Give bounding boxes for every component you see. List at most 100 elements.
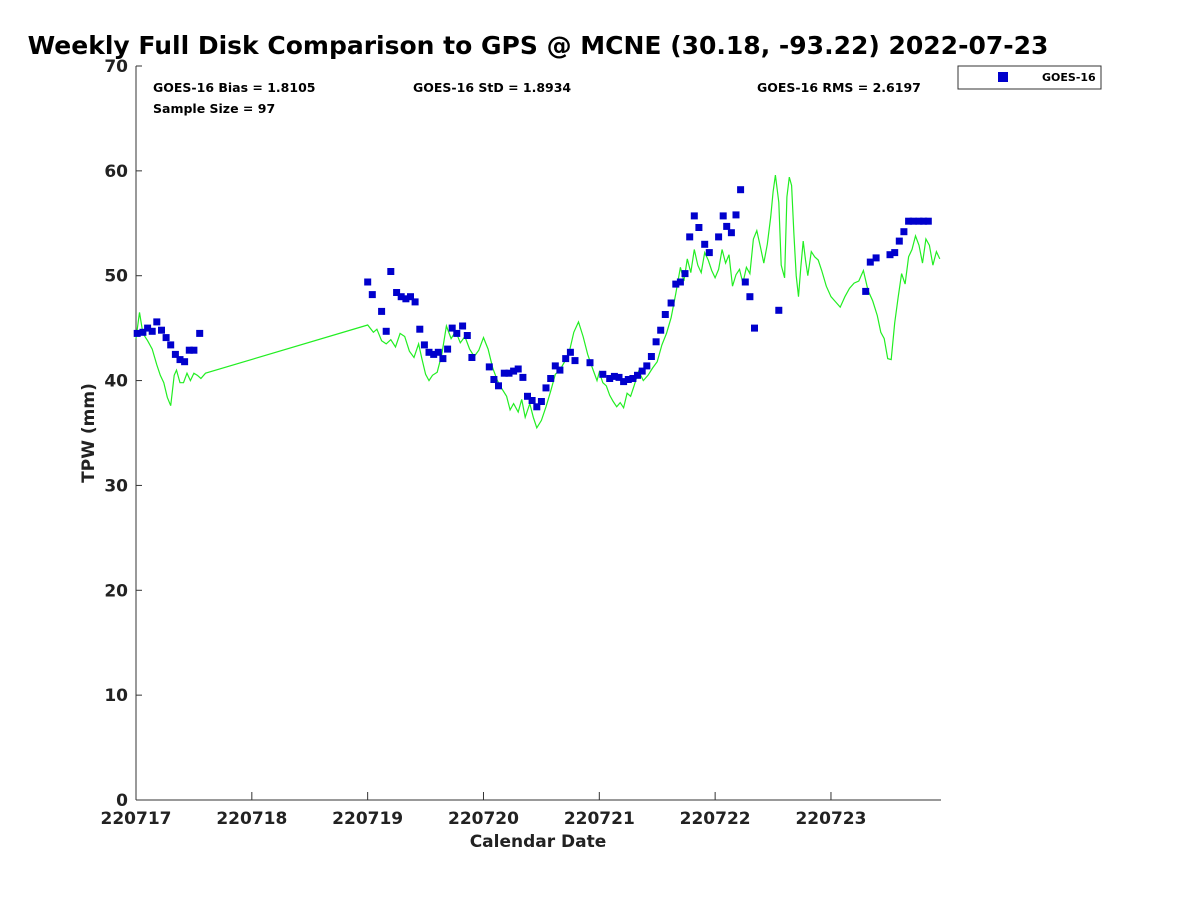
- goes16-point: [537, 398, 545, 405]
- x-tick-label: 220723: [795, 809, 866, 829]
- goes16-point: [368, 291, 376, 299]
- y-tick-label: 30: [104, 476, 128, 496]
- goes16-point: [741, 278, 749, 286]
- goes16-point: [196, 329, 204, 337]
- goes16-point: [171, 350, 179, 358]
- goes16-point: [453, 329, 461, 337]
- chart-title: Weekly Full Disk Comparison to GPS @ MCN…: [28, 31, 1049, 60]
- goes16-point: [695, 224, 703, 231]
- plot-area: [135, 66, 941, 801]
- goes16-point: [485, 363, 493, 371]
- goes16-point: [775, 306, 783, 314]
- legend: GOES-16: [957, 65, 1102, 90]
- goes16-point: [615, 373, 623, 381]
- goes16-point: [167, 341, 175, 349]
- goes16-point: [701, 240, 709, 248]
- goes16-point: [416, 325, 424, 333]
- goes16-point: [407, 293, 414, 301]
- goes16-series: [133, 186, 932, 411]
- goes16-point: [872, 254, 880, 262]
- goes16-point: [562, 355, 570, 363]
- y-tick-label: 50: [104, 267, 128, 287]
- y-tick-label: 70: [104, 57, 128, 77]
- goes16-point: [862, 287, 870, 295]
- goes16-point: [176, 356, 184, 364]
- goes16-point: [624, 376, 632, 383]
- stat-bias: GOES-16 Bias = 1.8105: [153, 80, 315, 95]
- goes16-point: [495, 382, 502, 390]
- goes16-point: [425, 348, 433, 356]
- goes16-point: [556, 366, 564, 374]
- goes16-point: [727, 229, 735, 237]
- goes16-point: [378, 307, 386, 315]
- goes16-point: [643, 362, 651, 370]
- goes16-point: [751, 324, 758, 332]
- y-tick-label: 20: [104, 581, 128, 601]
- goes16-point: [657, 326, 665, 334]
- goes16-point: [886, 251, 894, 259]
- goes16-point: [737, 186, 745, 194]
- goes16-point: [705, 249, 713, 257]
- goes16-point: [364, 278, 372, 286]
- goes16-point: [468, 354, 476, 361]
- goes16-point: [397, 293, 405, 301]
- goes16-point: [866, 258, 874, 266]
- goes16-point: [566, 348, 574, 356]
- gps-series: [135, 175, 941, 430]
- goes16-point: [448, 324, 456, 332]
- goes16-point: [387, 268, 395, 275]
- goes16-point: [610, 372, 618, 380]
- y-ticks: 0 10 20 30 40 50 60 70: [104, 57, 142, 811]
- goes16-point: [686, 233, 694, 241]
- x-tick-label: 220717: [101, 809, 172, 829]
- stat-sample-size: Sample Size = 97: [153, 101, 275, 116]
- goes16-point: [144, 324, 152, 332]
- goes16-point: [723, 222, 731, 230]
- goes16-point: [915, 217, 923, 225]
- goes16-point: [185, 346, 193, 354]
- goes16-point: [606, 375, 614, 382]
- goes16-point: [190, 346, 198, 354]
- goes16-point: [547, 375, 555, 382]
- goes16-point: [463, 332, 471, 339]
- x-ticks: 220717 220718 220719 220720 220721 220722 2207…: [101, 792, 866, 829]
- goes16-point: [638, 367, 646, 375]
- goes16-point: [634, 371, 641, 379]
- legend-label-goes16: GOES-16: [1042, 71, 1096, 84]
- x-tick-label: 220721: [564, 809, 635, 829]
- y-tick-label: 40: [104, 372, 128, 392]
- goes16-point: [676, 278, 684, 286]
- goes16-point: [439, 355, 447, 363]
- goes16-point: [444, 345, 452, 353]
- goes16-point: [924, 217, 932, 225]
- stat-std: GOES-16 StD = 1.8934: [413, 80, 571, 95]
- goes16-point: [551, 362, 559, 370]
- goes16-point: [681, 270, 689, 278]
- goes16-point: [158, 326, 165, 334]
- goes16-point: [148, 327, 156, 335]
- x-tick-label: 220718: [216, 809, 287, 829]
- goes16-point: [900, 228, 908, 236]
- goes16-point: [434, 348, 442, 356]
- goes16-point: [528, 397, 536, 404]
- goes16-point: [746, 293, 754, 301]
- goes16-point: [909, 217, 917, 225]
- y-tick-label: 60: [104, 162, 128, 182]
- goes16-point: [629, 375, 637, 382]
- x-tick-label: 220722: [680, 809, 751, 829]
- goes16-point: [895, 237, 903, 245]
- x-tick-label: 220719: [332, 809, 403, 829]
- gps-line: [135, 175, 941, 430]
- y-tick-label: 0: [116, 791, 128, 811]
- goes16-point: [505, 369, 513, 377]
- x-axis-label: Calendar Date: [470, 832, 607, 852]
- goes16-point: [715, 233, 723, 241]
- goes16-point: [514, 365, 522, 373]
- goes16-point: [690, 212, 698, 220]
- goes16-point: [647, 353, 655, 360]
- goes16-point: [661, 311, 669, 318]
- goes16-point: [599, 370, 607, 378]
- x-tick-label: 220720: [448, 809, 519, 829]
- goes16-point: [153, 318, 161, 326]
